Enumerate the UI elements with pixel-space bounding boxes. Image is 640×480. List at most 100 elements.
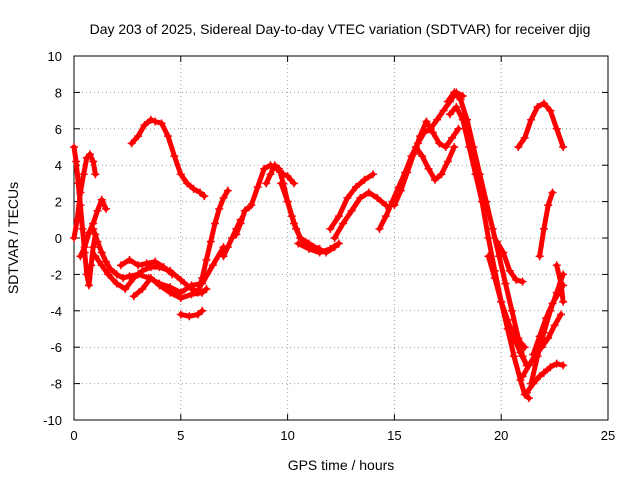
data-point xyxy=(557,310,566,319)
data-point xyxy=(70,143,78,151)
data-point xyxy=(448,133,457,142)
data-point xyxy=(185,312,194,321)
data-point xyxy=(539,99,548,108)
data-point xyxy=(452,102,461,111)
x-tick-label: 0 xyxy=(70,428,77,443)
data-point xyxy=(552,359,561,368)
data-point xyxy=(369,170,378,179)
chart-title: Day 203 of 2025, Sidereal Day-to-day VTE… xyxy=(90,21,591,37)
data-point xyxy=(129,274,138,283)
data-point xyxy=(102,204,111,213)
data-point xyxy=(228,234,237,242)
y-tick-label: 0 xyxy=(55,231,62,246)
data-point xyxy=(176,294,185,303)
data-point xyxy=(262,179,271,188)
data-point xyxy=(76,252,85,261)
data-point xyxy=(437,170,446,179)
data-point xyxy=(82,270,91,279)
data-point xyxy=(524,361,533,370)
data-point xyxy=(492,237,501,246)
data-point xyxy=(163,132,172,141)
data-point xyxy=(102,257,111,266)
data-point xyxy=(343,193,352,202)
data-point xyxy=(411,143,420,151)
data-point xyxy=(495,252,504,261)
data-point xyxy=(119,274,128,283)
data-point xyxy=(552,261,561,270)
data-point xyxy=(381,212,390,221)
data-point xyxy=(533,102,542,111)
data-point xyxy=(275,164,284,173)
data-point xyxy=(80,243,89,252)
data-point xyxy=(106,264,115,273)
data-point xyxy=(360,175,369,184)
series-trace xyxy=(129,117,207,199)
data-point xyxy=(418,152,427,161)
data-point xyxy=(277,179,286,188)
y-tick-label: 8 xyxy=(55,85,62,100)
x-tick-label: 25 xyxy=(601,428,615,443)
data-point xyxy=(91,252,100,261)
y-tick-label: -10 xyxy=(43,413,62,428)
data-point xyxy=(93,237,102,246)
series-arc-33 xyxy=(514,99,568,151)
data-point xyxy=(76,188,85,197)
data-point xyxy=(127,139,136,148)
data-point xyxy=(428,128,437,137)
data-point xyxy=(484,234,493,242)
y-axis-label: SDTVAR / TECUs xyxy=(5,182,21,294)
data-point xyxy=(546,363,555,372)
series-trace xyxy=(327,171,376,232)
series-arc-17 xyxy=(330,188,390,242)
data-point xyxy=(219,252,228,261)
data-point xyxy=(87,261,96,270)
series-trace xyxy=(537,190,555,259)
data-point xyxy=(514,335,523,344)
data-point xyxy=(546,106,555,115)
data-point xyxy=(253,183,262,192)
data-point xyxy=(559,361,568,370)
data-point xyxy=(396,186,405,195)
data-point xyxy=(539,224,548,233)
data-point xyxy=(456,95,465,104)
data-point xyxy=(290,179,299,188)
data-point xyxy=(97,248,106,257)
data-point xyxy=(168,270,177,279)
data-point xyxy=(375,224,384,233)
data-point xyxy=(514,143,523,151)
data-point xyxy=(465,143,474,151)
data-point xyxy=(223,186,232,195)
data-point xyxy=(266,170,275,179)
series-arc-08 xyxy=(127,115,209,201)
series-arc-21 xyxy=(411,143,459,184)
data-point xyxy=(97,261,106,270)
data-point xyxy=(142,259,151,268)
data-point xyxy=(443,97,452,106)
data-point xyxy=(146,274,155,283)
data-point xyxy=(512,275,521,284)
data-point xyxy=(535,332,544,341)
data-point xyxy=(84,228,93,237)
data-point xyxy=(157,119,166,128)
data-point xyxy=(499,248,508,257)
data-point xyxy=(356,193,365,202)
data-point xyxy=(424,164,433,173)
data-point xyxy=(260,164,269,173)
data-point xyxy=(91,170,100,179)
data-point xyxy=(89,224,98,233)
series-arc-32 xyxy=(552,261,568,306)
data-point xyxy=(86,150,95,159)
data-point xyxy=(510,352,519,361)
data-point xyxy=(559,143,568,151)
data-point xyxy=(503,315,512,324)
data-point xyxy=(200,192,209,201)
x-axis: 0 5 10 15 20 25 xyxy=(70,56,615,443)
series-arc-12 xyxy=(232,203,254,239)
data-point xyxy=(450,88,459,97)
data-point xyxy=(283,197,292,206)
data-point xyxy=(390,201,399,210)
data-point xyxy=(535,252,544,261)
data-point xyxy=(326,244,335,253)
data-point xyxy=(430,175,439,184)
